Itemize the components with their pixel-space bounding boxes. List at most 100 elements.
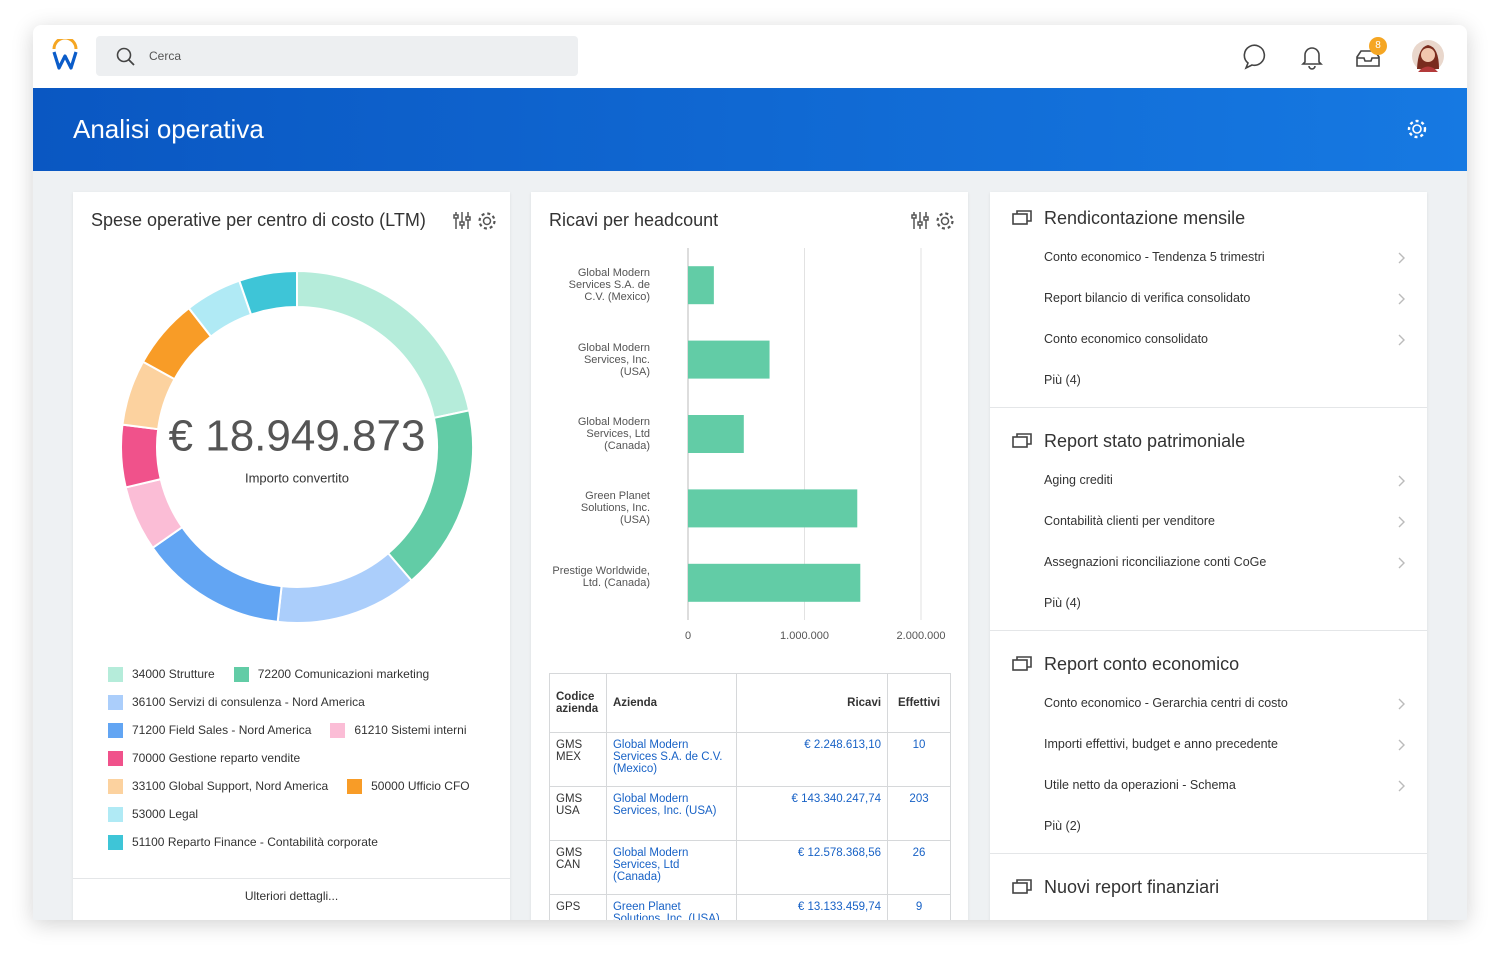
- bar-chart: 0 1.000.000 2.000.000: [685, 248, 945, 642]
- table-cell[interactable]: € 13.133.459,74: [736, 894, 889, 920]
- section-title: Report conto economico: [990, 651, 1427, 677]
- donut-segment: [276, 551, 414, 624]
- y-tick-label: Global Modern Services, Inc. (USA): [577, 341, 650, 378]
- bar: [688, 489, 858, 528]
- legend-item: 61210 Sistemi interni: [330, 722, 466, 738]
- report-link[interactable]: Assegnazioni riconciliazione conti CoGe: [990, 542, 1427, 583]
- legend-item: 71200 Field Sales - Nord America: [108, 722, 311, 738]
- report-link[interactable]: Aging crediti: [990, 460, 1427, 501]
- legend-label: 72200 Comunicazioni marketing: [257, 667, 430, 681]
- link-text[interactable]: Ulteriori dettagli...: [244, 889, 339, 903]
- legend-swatch: [108, 722, 123, 738]
- legend-item: 33100 Global Support, Nord America: [108, 778, 328, 794]
- table-cell[interactable]: € 12.578.368,56: [736, 840, 889, 895]
- chevron: [1398, 334, 1405, 346]
- legend-swatch: [108, 694, 123, 710]
- table-cell[interactable]: 10: [887, 732, 951, 787]
- legend-swatch: [347, 778, 363, 794]
- report-section: Nuovi report finanziari: [990, 854, 1427, 912]
- legend-label: 53000 Legal: [132, 807, 199, 821]
- legend-label: 34000 Strutture: [132, 667, 215, 681]
- legend-item: 53000 Legal: [108, 806, 198, 822]
- more-link[interactable]: Più (2): [990, 806, 1427, 847]
- more-link-text[interactable]: Più (4): [1044, 373, 1081, 387]
- card-tools[interactable]: [453, 210, 499, 232]
- table-row: GPS Green Planet Solutions, Inc. (USA) € 1…: [549, 894, 951, 920]
- more-link[interactable]: Più (4): [990, 583, 1427, 624]
- table-cell[interactable]: € 143.340.247,74: [736, 786, 889, 841]
- report-section: Report conto economico Conto economico - …: [990, 631, 1427, 854]
- table-cell[interactable]: Global Modern Services, Inc. (USA): [605, 786, 738, 841]
- y-tick-label: Green Planet Solutions, Inc. (USA): [580, 490, 650, 527]
- donut-segment: [151, 525, 283, 624]
- legend: 34000 Strutture 72200 Comunicazioni marke…: [108, 666, 472, 850]
- report-section: Rendicontazione mensile Conto economico -…: [990, 192, 1427, 408]
- report-link[interactable]: Report bilancio di verifica consolidato: [990, 278, 1427, 319]
- legend-item: 70000 Gestione reparto vendite: [108, 750, 300, 766]
- chevron: [1398, 698, 1405, 710]
- legend-item: 51100 Reparto Finance - Contabilità corp…: [108, 834, 378, 850]
- report-link-text[interactable]: Conto economico - Gerarchia centri di co…: [1044, 696, 1288, 710]
- more-details-link[interactable]: Ulteriori dettagli...: [73, 878, 510, 903]
- table-cell[interactable]: 26: [887, 840, 951, 895]
- more-link[interactable]: Più (4): [990, 360, 1427, 401]
- report-icon: [1012, 879, 1032, 894]
- table-cell[interactable]: Global Modern Services, Ltd (Canada): [605, 840, 738, 895]
- chat-icon[interactable]: [1243, 44, 1269, 70]
- table-cell: GMS MEX: [549, 732, 607, 787]
- report-link-text[interactable]: Utile netto da operazioni - Schema: [1044, 778, 1236, 792]
- report-link-text[interactable]: Conto economico - Tendenza 5 trimestri: [1044, 250, 1265, 264]
- y-tick-label: Global Modern Services, Ltd (Canada): [577, 416, 650, 452]
- report-link-text[interactable]: Assegnazioni riconciliazione conti CoGe: [1044, 555, 1267, 569]
- chevron: [1398, 293, 1405, 305]
- x-tick-label: 1.000.000: [780, 630, 829, 642]
- table-cell[interactable]: € 2.248.613,10: [736, 732, 889, 787]
- report-icon: [1012, 656, 1032, 671]
- header-row: Codice azienda Azienda Ricavi Effettivi: [549, 673, 951, 733]
- bar: [688, 415, 744, 453]
- table-cell[interactable]: Global Modern Services S.A. de C.V. (Mex…: [605, 732, 738, 787]
- report-link-text[interactable]: Report bilancio di verifica consolidato: [1044, 291, 1251, 305]
- report-link[interactable]: Importi effettivi, budget e anno precede…: [990, 724, 1427, 765]
- legend-label: 51100 Reparto Finance - Contabilità corp…: [132, 835, 378, 849]
- bar: [688, 340, 770, 379]
- legend-swatch: [108, 806, 123, 822]
- table-cell: GMS CAN: [549, 840, 607, 895]
- table-cell: GMS USA: [549, 786, 607, 841]
- chevron: [1398, 780, 1405, 792]
- report-link[interactable]: Conto economico consolidato: [990, 319, 1427, 360]
- more-link-text[interactable]: Più (4): [1044, 596, 1081, 610]
- report-link-text[interactable]: Importi effettivi, budget e anno precede…: [1044, 737, 1278, 751]
- chevron: [1398, 252, 1405, 264]
- report-link[interactable]: Contabilità clienti per venditore: [990, 501, 1427, 542]
- report-link[interactable]: Conto economico - Tendenza 5 trimestri: [990, 237, 1427, 278]
- table-cell[interactable]: 9: [887, 894, 951, 920]
- logo: [52, 39, 78, 70]
- report-link-text[interactable]: Aging crediti: [1044, 473, 1113, 487]
- report-link[interactable]: Utile netto da operazioni - Schema: [990, 765, 1427, 806]
- inbox-icon[interactable]: [1355, 47, 1381, 69]
- table-row: GMS MEX Global Modern Services S.A. de C.…: [549, 732, 951, 787]
- card-title: Ricavi per headcount: [549, 210, 719, 230]
- card-tools[interactable]: [911, 210, 957, 232]
- report-link[interactable]: Conto economico - Gerarchia centri di co…: [990, 683, 1427, 724]
- bell-icon[interactable]: [1301, 44, 1323, 70]
- y-tick-label: Global Modern Services S.A. de C.V. (Mex…: [568, 267, 650, 304]
- donut-chart: € 18.949.873 Importo convertito: [120, 269, 474, 624]
- more-link-text[interactable]: Più (2): [1044, 819, 1081, 833]
- table-row: GMS USA Global Modern Services, Inc. (USA…: [549, 786, 951, 841]
- avatar[interactable]: [1411, 39, 1445, 73]
- table-cell[interactable]: 203: [887, 786, 951, 841]
- table-cell: GPS: [549, 894, 607, 920]
- table-cell[interactable]: Green Planet Solutions, Inc. (USA): [605, 894, 738, 920]
- report-link-text[interactable]: Conto economico consolidato: [1044, 332, 1208, 346]
- legend-item: 34000 Strutture: [108, 666, 215, 682]
- search-box[interactable]: Cerca: [96, 36, 578, 76]
- chevron: [1398, 516, 1405, 528]
- settings-icon[interactable]: [1406, 118, 1428, 140]
- legend-label: 33100 Global Support, Nord America: [132, 779, 329, 793]
- donut-center-value: € 18.949.873: [169, 412, 426, 461]
- report-icon: [1012, 210, 1032, 225]
- donut-center-label: Importo convertito: [245, 470, 349, 485]
- report-link-text[interactable]: Contabilità clienti per venditore: [1044, 514, 1215, 528]
